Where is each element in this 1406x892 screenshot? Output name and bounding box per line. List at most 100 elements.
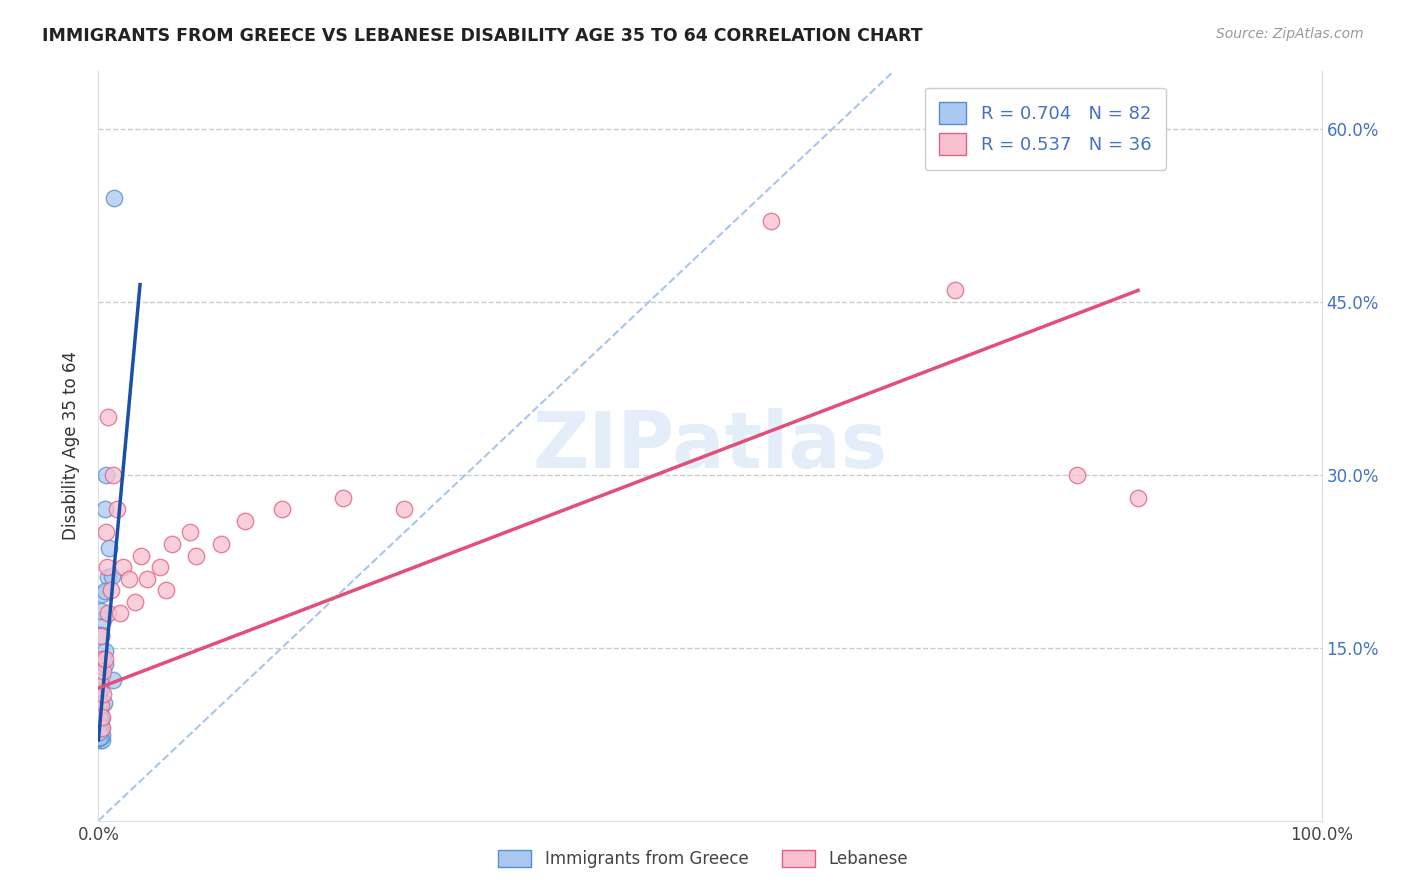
Point: [87, 731, 110, 745]
Point: [129, 549, 152, 563]
Point: [87, 728, 110, 742]
Point: [89, 730, 111, 744]
Point: [87, 711, 110, 725]
Point: [110, 606, 132, 620]
Point: [91, 664, 114, 678]
Point: [87, 677, 110, 691]
Point: [89, 719, 111, 733]
Point: [87, 707, 110, 722]
Point: [90, 629, 112, 643]
Point: [87, 717, 110, 731]
Point: [136, 572, 159, 586]
Point: [89, 732, 111, 747]
Point: [87, 674, 110, 689]
Point: [97, 570, 120, 584]
Point: [87, 718, 110, 732]
Point: [179, 525, 201, 540]
Legend: Immigrants from Greece, Lebanese: Immigrants from Greece, Lebanese: [491, 843, 915, 875]
Point: [94, 657, 117, 671]
Point: [186, 549, 208, 563]
Point: [89, 681, 111, 695]
Point: [91, 732, 114, 747]
Point: [89, 731, 111, 746]
Point: [89, 710, 111, 724]
Point: [87, 711, 110, 725]
Point: [90, 712, 112, 726]
Point: [87, 719, 110, 733]
Point: [87, 666, 110, 681]
Point: [87, 667, 110, 681]
Point: [96, 560, 118, 574]
Point: [89, 672, 111, 686]
Text: ZIPatlas: ZIPatlas: [533, 408, 887, 484]
Point: [87, 721, 110, 735]
Point: [90, 587, 112, 601]
Point: [89, 698, 111, 712]
Point: [87, 724, 110, 739]
Point: [105, 502, 128, 516]
Point: [270, 502, 294, 516]
Point: [87, 731, 110, 746]
Point: [93, 696, 115, 710]
Point: [89, 711, 111, 725]
Point: [87, 712, 110, 726]
Point: [94, 467, 117, 482]
Point: [87, 725, 110, 739]
Point: [90, 682, 112, 697]
Point: [87, 721, 110, 735]
Point: [91, 614, 114, 628]
Point: [87, 725, 110, 739]
Point: [87, 721, 110, 735]
Point: [90, 604, 112, 618]
Point: [1128, 491, 1150, 505]
Point: [155, 583, 177, 598]
Point: [90, 628, 112, 642]
Point: [87, 721, 110, 735]
Point: [87, 726, 110, 740]
Point: [91, 652, 114, 666]
Point: [87, 698, 110, 713]
Y-axis label: Disability Age 35 to 64: Disability Age 35 to 64: [62, 351, 80, 541]
Point: [103, 191, 125, 205]
Point: [87, 727, 110, 741]
Point: [91, 722, 114, 736]
Point: [94, 643, 117, 657]
Point: [91, 687, 114, 701]
Point: [101, 673, 124, 687]
Point: [93, 652, 115, 666]
Text: Source: ZipAtlas.com: Source: ZipAtlas.com: [1216, 27, 1364, 41]
Point: [943, 284, 966, 298]
Point: [87, 709, 110, 723]
Point: [90, 698, 112, 713]
Point: [94, 525, 117, 540]
Point: [149, 560, 172, 574]
Point: [89, 716, 111, 731]
Point: [89, 723, 111, 738]
Point: [89, 709, 111, 723]
Point: [87, 724, 110, 739]
Point: [90, 712, 112, 726]
Point: [90, 719, 112, 733]
Point: [97, 606, 120, 620]
Point: [100, 569, 122, 583]
Point: [89, 675, 111, 690]
Point: [93, 584, 115, 599]
Point: [89, 660, 111, 674]
Point: [89, 706, 111, 720]
Point: [87, 688, 110, 702]
Point: [392, 502, 416, 516]
Point: [90, 669, 112, 683]
Point: [89, 673, 111, 688]
Point: [1066, 467, 1088, 482]
Point: [124, 594, 146, 608]
Point: [90, 722, 112, 736]
Point: [160, 537, 183, 551]
Point: [89, 687, 111, 701]
Point: [89, 712, 111, 726]
Point: [209, 537, 232, 551]
Point: [89, 732, 111, 747]
Point: [233, 514, 256, 528]
Point: [87, 707, 110, 722]
Point: [100, 583, 122, 598]
Point: [87, 728, 110, 742]
